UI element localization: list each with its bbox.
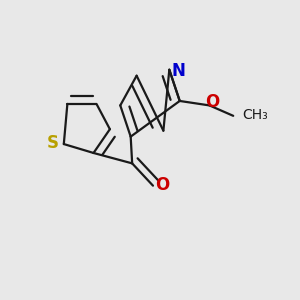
Text: CH₃: CH₃ bbox=[243, 108, 268, 122]
Text: O: O bbox=[205, 93, 220, 111]
Text: O: O bbox=[155, 176, 169, 194]
Text: N: N bbox=[172, 62, 186, 80]
Text: S: S bbox=[46, 134, 58, 152]
